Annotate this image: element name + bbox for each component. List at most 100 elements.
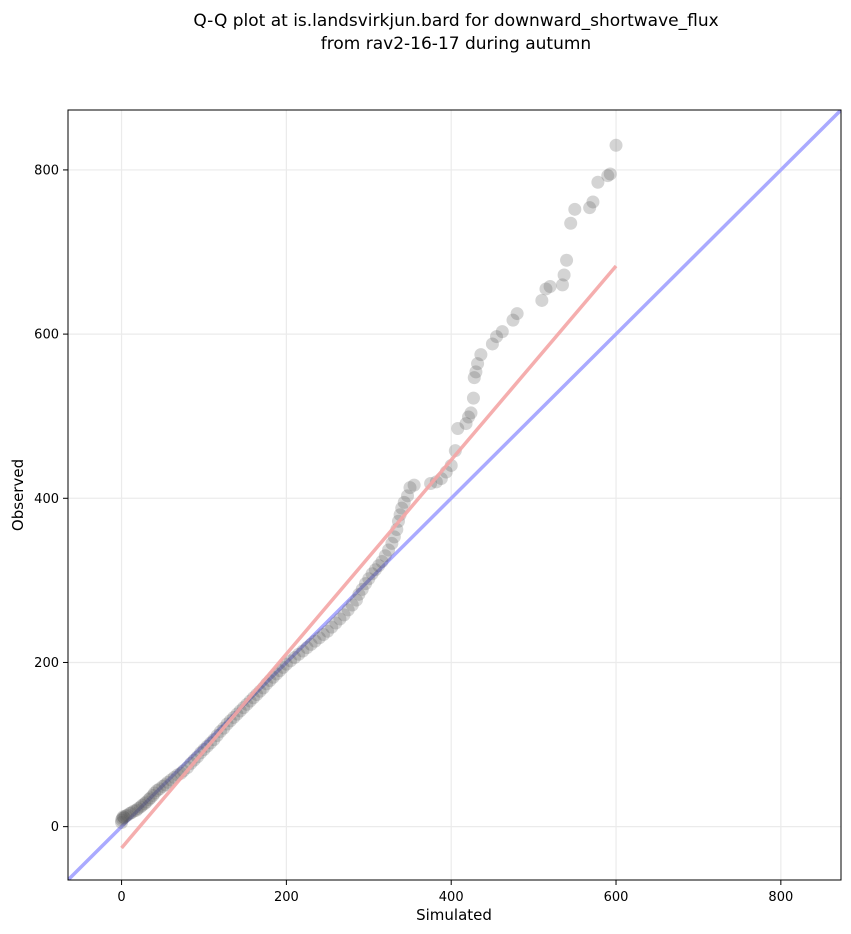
data-point — [312, 631, 326, 645]
data-point — [403, 481, 417, 495]
data-point — [349, 593, 363, 607]
y-axis-label: Observed — [9, 459, 27, 531]
data-point — [601, 169, 615, 183]
x-axis-ticks: 0 200 400 600 800 — [117, 880, 793, 905]
data-point — [146, 788, 160, 802]
data-point — [560, 253, 574, 267]
x-tick-label: 400 — [439, 890, 464, 905]
data-point — [300, 641, 314, 655]
data-point — [464, 406, 478, 420]
data-point — [467, 371, 481, 385]
data-points — [115, 138, 623, 830]
data-point — [375, 554, 389, 568]
data-point — [603, 167, 617, 181]
data-point — [401, 489, 415, 503]
data-point — [490, 330, 504, 344]
data-point — [333, 612, 347, 626]
data-point — [131, 802, 145, 816]
data-point — [142, 793, 156, 807]
data-point — [365, 567, 379, 581]
data-point — [129, 803, 143, 817]
data-point — [451, 422, 465, 436]
data-point — [116, 810, 130, 824]
data-point — [308, 634, 322, 648]
data-point — [124, 806, 138, 820]
data-point — [329, 616, 343, 630]
data-point — [156, 779, 170, 793]
data-point — [296, 644, 310, 658]
data-point — [148, 786, 162, 800]
x-tick-label: 800 — [768, 890, 793, 905]
data-point — [609, 138, 623, 152]
data-point — [138, 797, 152, 811]
data-point — [387, 530, 401, 544]
data-point — [279, 657, 293, 671]
data-point — [495, 325, 509, 339]
data-point — [510, 307, 524, 321]
data-point — [372, 559, 386, 573]
data-point — [345, 598, 359, 612]
data-point — [134, 800, 148, 814]
data-point — [120, 808, 134, 822]
chart-title-line-1: Q-Q plot at is.landsvirkjun.bard for dow… — [193, 11, 718, 31]
data-point — [115, 813, 129, 827]
data-point — [284, 654, 298, 668]
data-point — [564, 216, 578, 230]
data-point — [469, 365, 483, 379]
data-point — [158, 778, 172, 792]
y-tick-label: 400 — [34, 492, 59, 507]
data-point — [471, 357, 485, 371]
data-point — [407, 478, 421, 492]
data-point — [115, 811, 129, 825]
y-tick-label: 800 — [34, 163, 59, 178]
data-point — [135, 798, 149, 812]
data-point — [117, 811, 131, 825]
data-point — [352, 587, 366, 601]
data-point — [485, 337, 499, 351]
data-point — [341, 603, 355, 617]
data-point — [539, 282, 553, 296]
identity-line — [68, 110, 841, 880]
data-point — [378, 549, 392, 563]
data-point — [591, 175, 605, 189]
data-point — [127, 804, 141, 818]
data-point — [397, 495, 411, 509]
data-point — [462, 410, 476, 424]
data-point — [583, 201, 597, 215]
data-point — [292, 647, 306, 661]
data-point — [337, 608, 351, 622]
data-point — [543, 279, 557, 293]
data-point — [557, 268, 571, 282]
data-point — [152, 782, 166, 796]
data-point — [474, 348, 488, 362]
y-tick-label: 200 — [34, 656, 59, 671]
plot-area — [68, 110, 841, 880]
y-tick-label: 600 — [34, 328, 59, 343]
data-point — [288, 651, 302, 665]
data-point — [358, 577, 372, 591]
data-point — [164, 773, 178, 787]
data-point — [355, 582, 369, 596]
fit-line — [120, 264, 618, 850]
plot-frame — [67, 109, 842, 881]
data-point — [506, 313, 520, 327]
data-point — [115, 816, 129, 830]
data-point — [568, 202, 582, 216]
data-point — [466, 391, 480, 405]
data-point — [325, 620, 339, 634]
chart-title-line-2: from rav2-16-17 during autumn — [321, 34, 591, 54]
x-axis-label: Simulated — [416, 906, 492, 924]
data-point — [395, 501, 409, 515]
data-point — [161, 775, 175, 789]
data-point — [368, 563, 382, 577]
data-point — [586, 195, 600, 209]
data-point — [143, 791, 157, 805]
x-tick-label: 0 — [117, 890, 125, 905]
data-point — [240, 697, 254, 711]
data-point — [304, 637, 318, 651]
data-point — [139, 795, 153, 809]
grid — [68, 110, 841, 880]
x-tick-label: 600 — [604, 890, 629, 905]
data-point — [316, 628, 330, 642]
